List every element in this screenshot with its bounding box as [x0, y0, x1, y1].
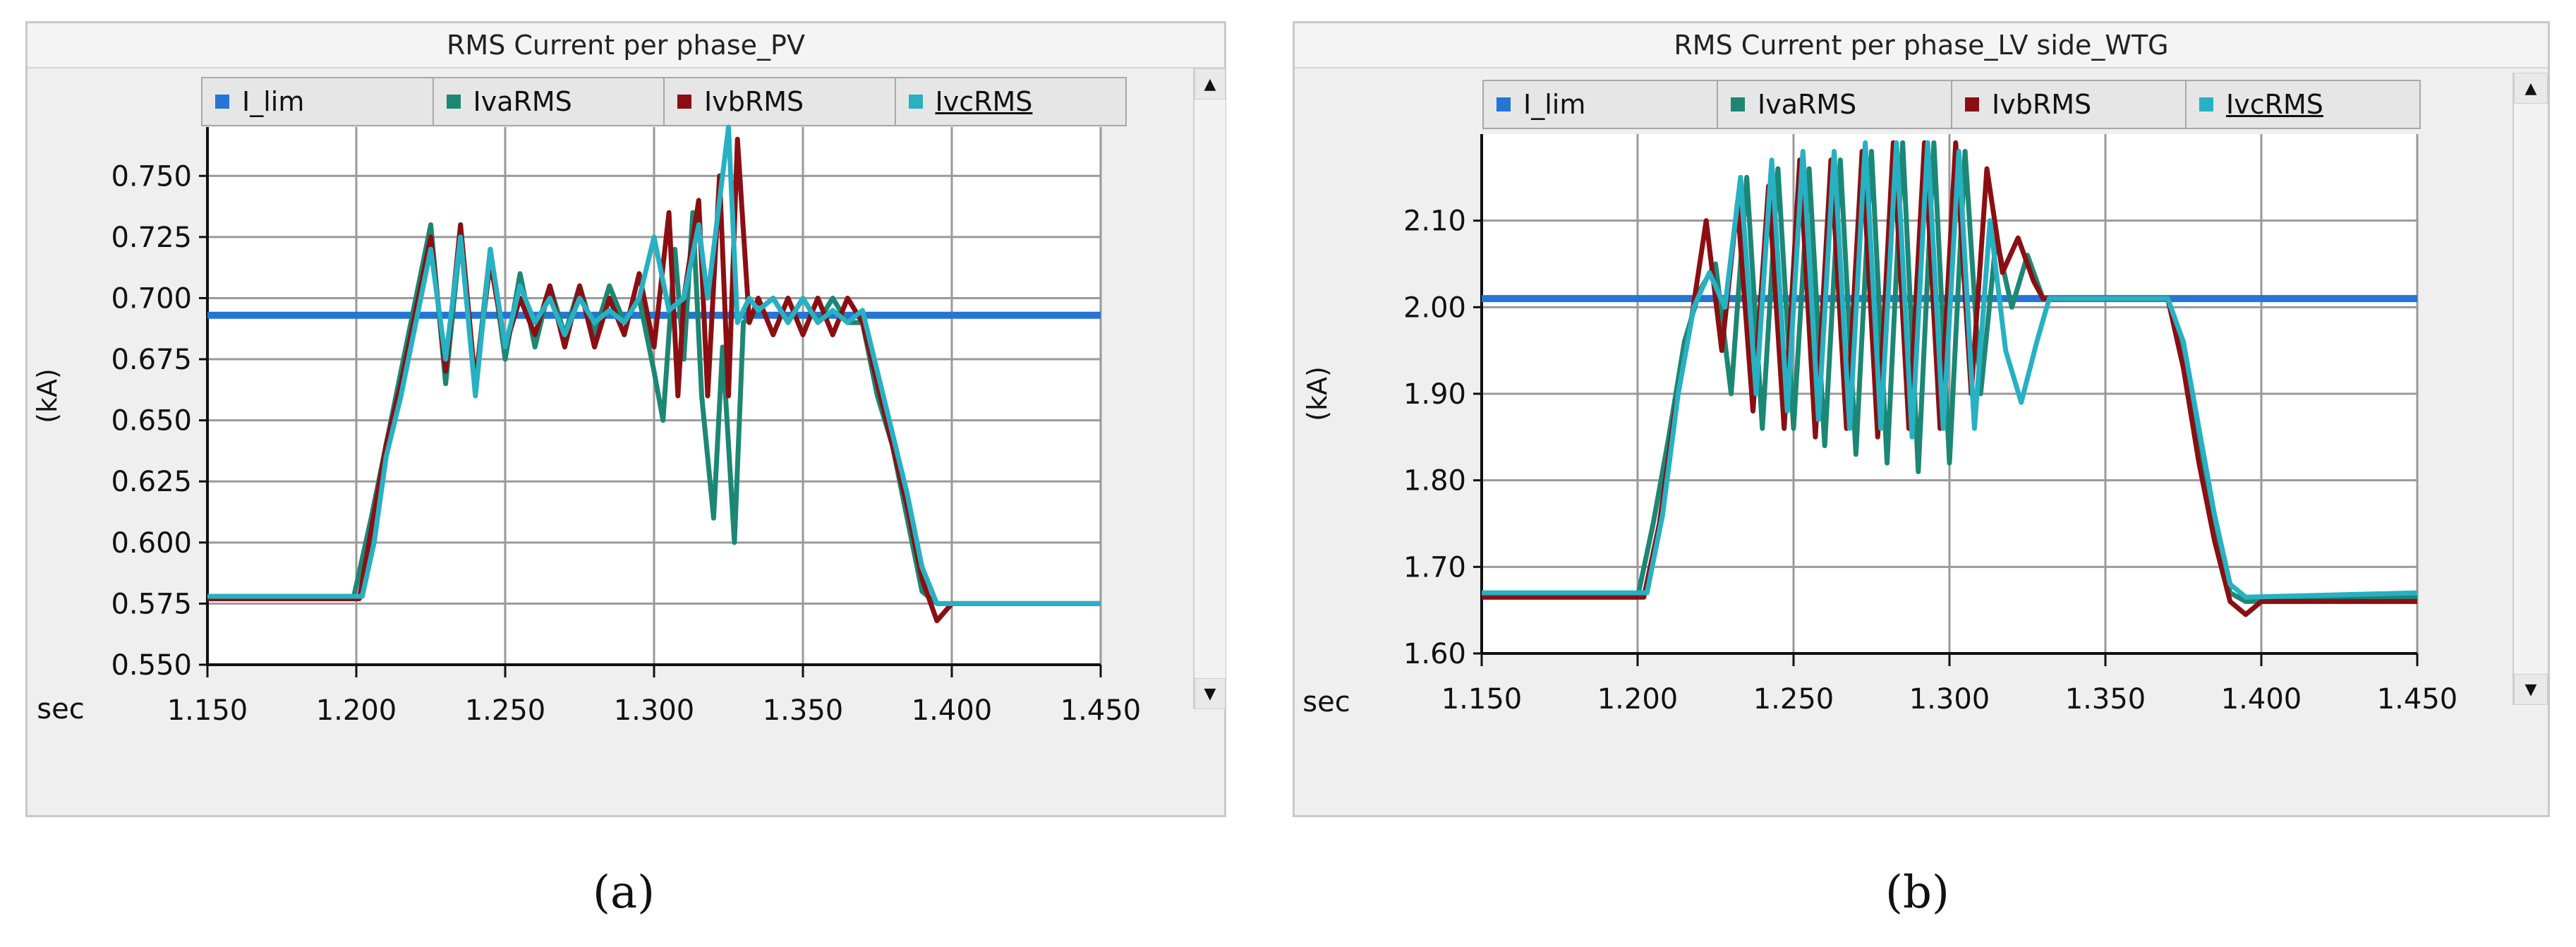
legend-label: IvaRMS [473, 86, 572, 117]
x-tick-label: 1.200 [316, 694, 397, 727]
legend-item-ivc[interactable]: IvcRMS [896, 78, 1126, 125]
legend-item-ivb[interactable]: IvbRMS [665, 78, 896, 125]
y-tick-label: 0.725 [111, 222, 192, 254]
caption-a: (a) [593, 867, 655, 919]
x-tick-label: 1.250 [1753, 683, 1834, 716]
y-tick-label: 0.575 [111, 588, 192, 620]
x-tick-label: 1.350 [763, 694, 844, 727]
y-axis-label: (kA) [1302, 366, 1333, 421]
y-tick-label: 0.675 [111, 344, 192, 376]
legend-swatch-icon [1496, 97, 1511, 111]
legend-item-ilim[interactable]: I_lim [1484, 81, 1718, 128]
triangle-down-icon[interactable]: ▼ [1195, 678, 1226, 709]
y-tick-label: 0.600 [111, 527, 192, 560]
legend-item-iva[interactable]: IvaRMS [1718, 81, 1952, 128]
legend: I_lim IvaRMS IvbRMS IvcRMS [1482, 80, 2421, 129]
series-line-ivcrms [207, 124, 1101, 606]
x-tick-label: 1.300 [1909, 683, 1990, 716]
legend-swatch-icon [908, 95, 923, 109]
legend-label: IvaRMS [1758, 89, 1857, 120]
x-tick-label: 1.200 [1597, 683, 1679, 716]
legend-swatch-icon [677, 95, 691, 109]
triangle-up-icon[interactable]: ▲ [2514, 73, 2548, 104]
triangle-down-icon[interactable]: ▼ [2514, 674, 2548, 705]
legend-label: IvbRMS [704, 86, 804, 117]
x-tick-label: 1.150 [1441, 683, 1523, 716]
legend: I_lim IvaRMS IvbRMS IvcRMS [201, 77, 1127, 126]
y-tick-label: 1.80 [1403, 465, 1466, 497]
x-tick-label: 1.350 [2065, 683, 2146, 716]
legend-swatch-icon [215, 95, 229, 109]
y-tick-label: 2.10 [1403, 205, 1466, 238]
x-axis-unit-label: sec [37, 693, 84, 725]
x-tick-label: 1.250 [465, 694, 546, 727]
legend-label: IvcRMS [935, 86, 1033, 117]
caption-b: (b) [1885, 867, 1949, 919]
triangle-up-icon[interactable]: ▲ [1195, 68, 1226, 99]
y-tick-label: 0.550 [111, 649, 192, 682]
y-tick-label: 2.00 [1403, 291, 1466, 324]
y-tick-label: 0.700 [111, 282, 192, 315]
y-tick-label: 1.60 [1403, 638, 1466, 670]
x-tick-label: 1.450 [1060, 694, 1142, 727]
y-tick-label: 0.650 [111, 405, 192, 438]
legend-label: I_lim [1523, 89, 1586, 120]
x-tick-label: 1.400 [912, 694, 993, 727]
series-line-ivcrms [1482, 140, 2418, 600]
vertical-scrollbar[interactable]: ▲ ▼ [1193, 68, 1226, 709]
y-tick-label: 0.750 [111, 160, 192, 193]
vertical-scrollbar[interactable]: ▲ ▼ [2512, 73, 2548, 705]
legend-item-ivc[interactable]: IvcRMS [2187, 81, 2419, 128]
legend-swatch-icon [1731, 97, 1745, 111]
legend-swatch-icon [446, 95, 461, 109]
chart-title: RMS Current per phase_PV [28, 23, 1224, 68]
y-tick-label: 0.625 [111, 466, 192, 498]
legend-swatch-icon [2199, 97, 2213, 111]
legend-item-ilim[interactable]: I_lim [202, 78, 434, 125]
x-axis-unit-label: sec [1302, 686, 1350, 718]
legend-label: I_lim [242, 86, 305, 117]
x-tick-label: 1.150 [167, 694, 248, 727]
legend-item-ivb[interactable]: IvbRMS [1952, 81, 2187, 128]
x-tick-label: 1.400 [2221, 683, 2302, 716]
y-tick-label: 1.70 [1403, 551, 1466, 584]
y-tick-label: 1.90 [1403, 378, 1466, 411]
series-line-ivbrms [1482, 140, 2417, 617]
legend-label: IvbRMS [1992, 89, 2092, 120]
legend-label: IvcRMS [2226, 89, 2323, 120]
y-axis-label: (kA) [32, 368, 63, 423]
x-tick-label: 1.450 [2377, 683, 2458, 716]
x-tick-label: 1.300 [614, 694, 695, 727]
legend-item-iva[interactable]: IvaRMS [434, 78, 665, 125]
legend-swatch-icon [1965, 97, 1979, 111]
chart-title: RMS Current per phase_LV side_WTG [1295, 23, 2548, 68]
